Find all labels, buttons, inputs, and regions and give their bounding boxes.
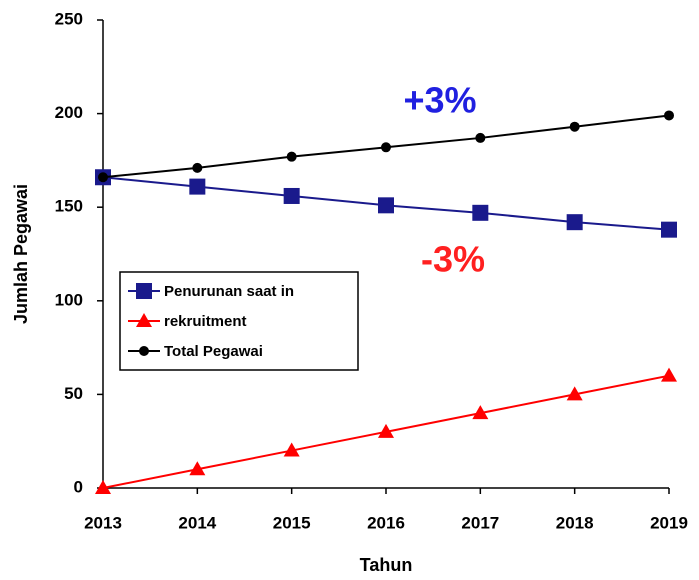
y-axis-title: Jumlah Pegawai — [11, 184, 31, 324]
x-tick-label: 2016 — [367, 513, 405, 532]
x-tick-label: 2014 — [178, 513, 216, 532]
marker — [381, 142, 391, 153]
x-tick-label: 2013 — [84, 513, 122, 532]
x-tick-label: 2017 — [461, 513, 499, 532]
legend-marker — [136, 283, 152, 299]
marker — [283, 442, 300, 457]
marker — [472, 204, 489, 221]
marker — [192, 162, 203, 173]
legend-label: rekruitment — [164, 313, 247, 330]
legend-label: Penurunan saat in — [164, 283, 294, 300]
marker — [95, 480, 111, 494]
annotation: -3% — [421, 239, 485, 280]
legend-marker — [139, 346, 149, 356]
marker — [189, 178, 206, 195]
legend: Penurunan saat in rekruitment Total Pegawa… — [119, 271, 359, 371]
legend-label: Total Pegawai — [164, 343, 263, 360]
x-tick-label: 2018 — [556, 513, 594, 532]
marker — [283, 187, 300, 204]
y-tick-label: 250 — [55, 9, 83, 28]
annotation: +3% — [403, 80, 476, 121]
y-tick-label: 200 — [55, 103, 83, 122]
x-axis-title: Tahun — [360, 555, 413, 575]
legend-marker — [136, 313, 152, 327]
y-tick-label: 150 — [55, 197, 83, 216]
marker — [286, 151, 297, 162]
marker — [378, 197, 394, 214]
x-tick-label: 2019 — [650, 513, 688, 532]
y-tick-label: 50 — [64, 384, 83, 403]
y-tick-label: 100 — [55, 290, 83, 309]
marker — [566, 386, 583, 401]
marker — [661, 221, 677, 238]
marker — [378, 423, 394, 438]
marker — [661, 367, 677, 382]
marker — [664, 110, 674, 121]
marker — [98, 172, 108, 183]
marker — [472, 405, 489, 420]
marker — [566, 214, 583, 231]
marker — [569, 121, 580, 132]
marker — [475, 132, 486, 143]
x-tick-label: 2015 — [273, 513, 311, 532]
marker — [189, 461, 206, 476]
y-tick-label: 0 — [74, 477, 83, 496]
